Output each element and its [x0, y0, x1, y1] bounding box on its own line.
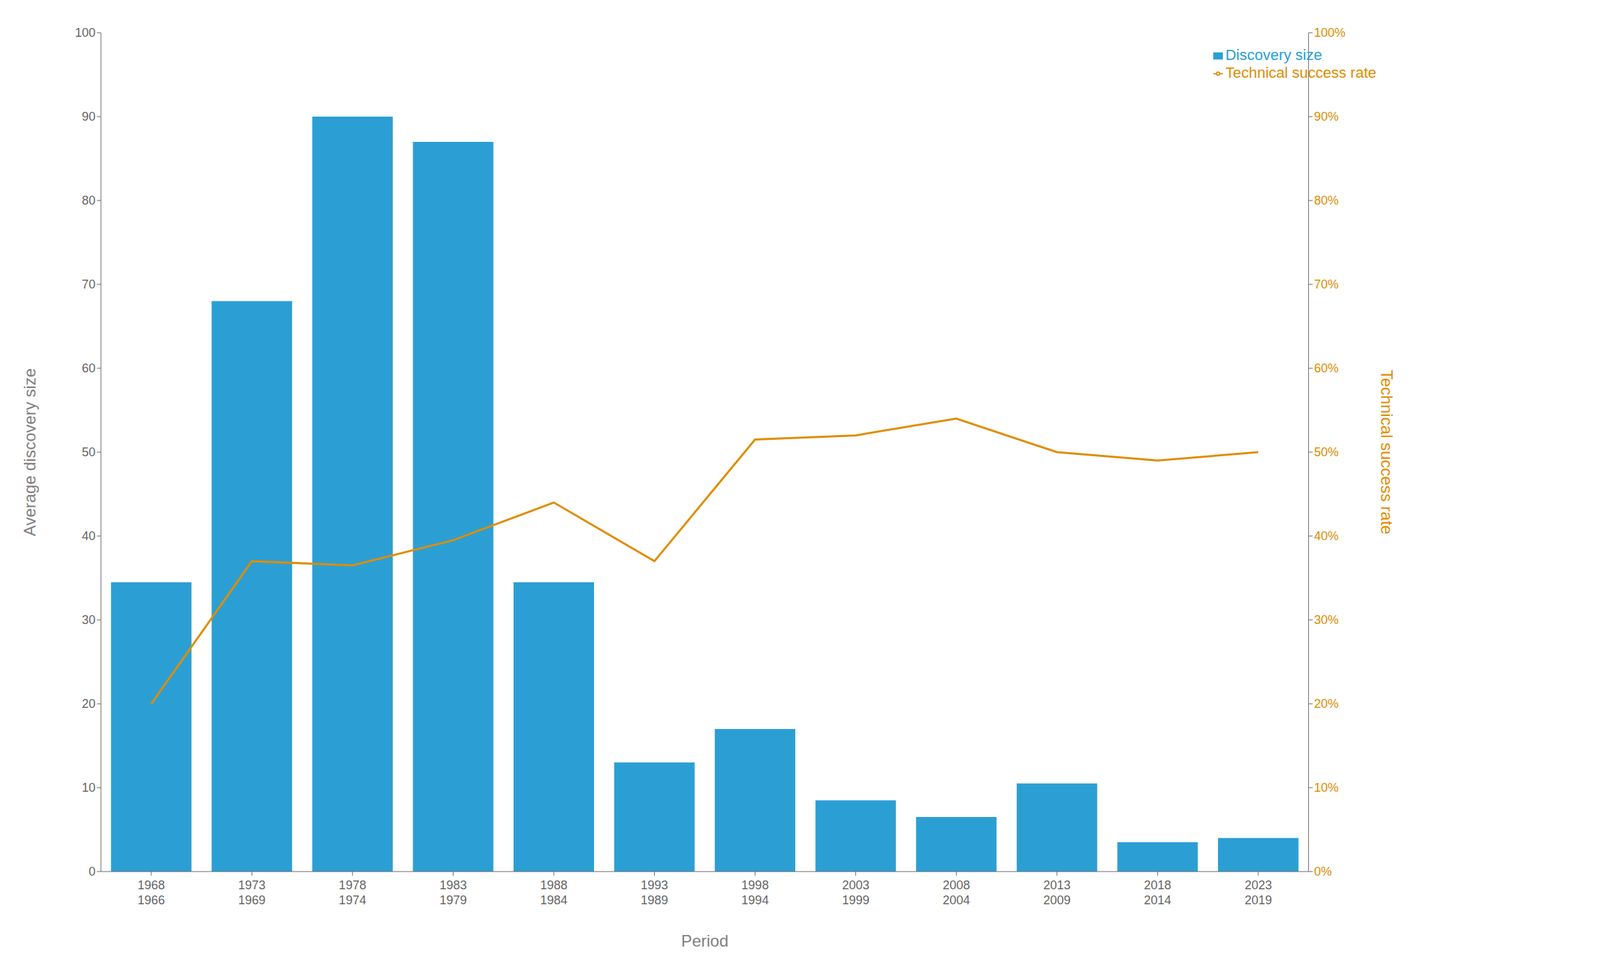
svg-text:20: 20	[81, 697, 96, 711]
svg-text:90%: 90%	[1314, 109, 1339, 124]
svg-text:Period: Period	[681, 931, 729, 951]
svg-text:10: 10	[81, 780, 96, 795]
html-text:Discovery size: Discovery size	[1225, 46, 1323, 64]
svg-text:70: 70	[81, 277, 96, 292]
svg-text:20082004: 20082004	[942, 878, 970, 908]
svg-text:20031999: 20031999	[842, 878, 870, 908]
svg-text:20132009: 20132009	[1043, 878, 1071, 908]
svg-text:30: 30	[81, 613, 96, 627]
svg-text:30%: 30%	[1314, 613, 1339, 627]
html-text:Technical success rate: Technical success rate	[1225, 64, 1377, 82]
svg-text:80: 80	[81, 193, 96, 208]
svg-text:60: 60	[81, 361, 96, 376]
svg-text:10%: 10%	[1314, 780, 1339, 795]
svg-text:20%: 20%	[1314, 697, 1339, 711]
svg-text:20182014: 20182014	[1143, 878, 1172, 908]
svg-text:50%: 50%	[1314, 445, 1339, 459]
svg-text:100: 100	[75, 25, 96, 40]
svg-text:19981994: 19981994	[741, 878, 769, 908]
svg-text:19931989: 19931989	[641, 878, 669, 908]
svg-text:19781974: 19781974	[338, 878, 367, 908]
svg-text:19831979: 19831979	[439, 878, 467, 908]
svg-text:40: 40	[81, 529, 96, 543]
svg-text:100%: 100%	[1314, 25, 1346, 40]
svg-text:Technical success rate: Technical success rate	[1377, 369, 1397, 535]
svg-text:70%: 70%	[1314, 277, 1339, 292]
svg-text:60%: 60%	[1314, 361, 1339, 376]
svg-text:0%: 0%	[1314, 864, 1332, 879]
svg-text:Average discovery size: Average discovery size	[20, 368, 39, 537]
svg-text:80%: 80%	[1314, 193, 1339, 208]
svg-text:19731969: 19731969	[238, 878, 266, 908]
svg-text:20232019: 20232019	[1244, 878, 1272, 908]
svg-text:19881984: 19881984	[540, 878, 568, 908]
svg-text:40%: 40%	[1314, 529, 1339, 543]
svg-text:0: 0	[88, 864, 96, 879]
svg-text:90: 90	[81, 109, 96, 124]
svg-text:50: 50	[81, 445, 96, 459]
svg-text:19681966: 19681966	[137, 878, 166, 908]
